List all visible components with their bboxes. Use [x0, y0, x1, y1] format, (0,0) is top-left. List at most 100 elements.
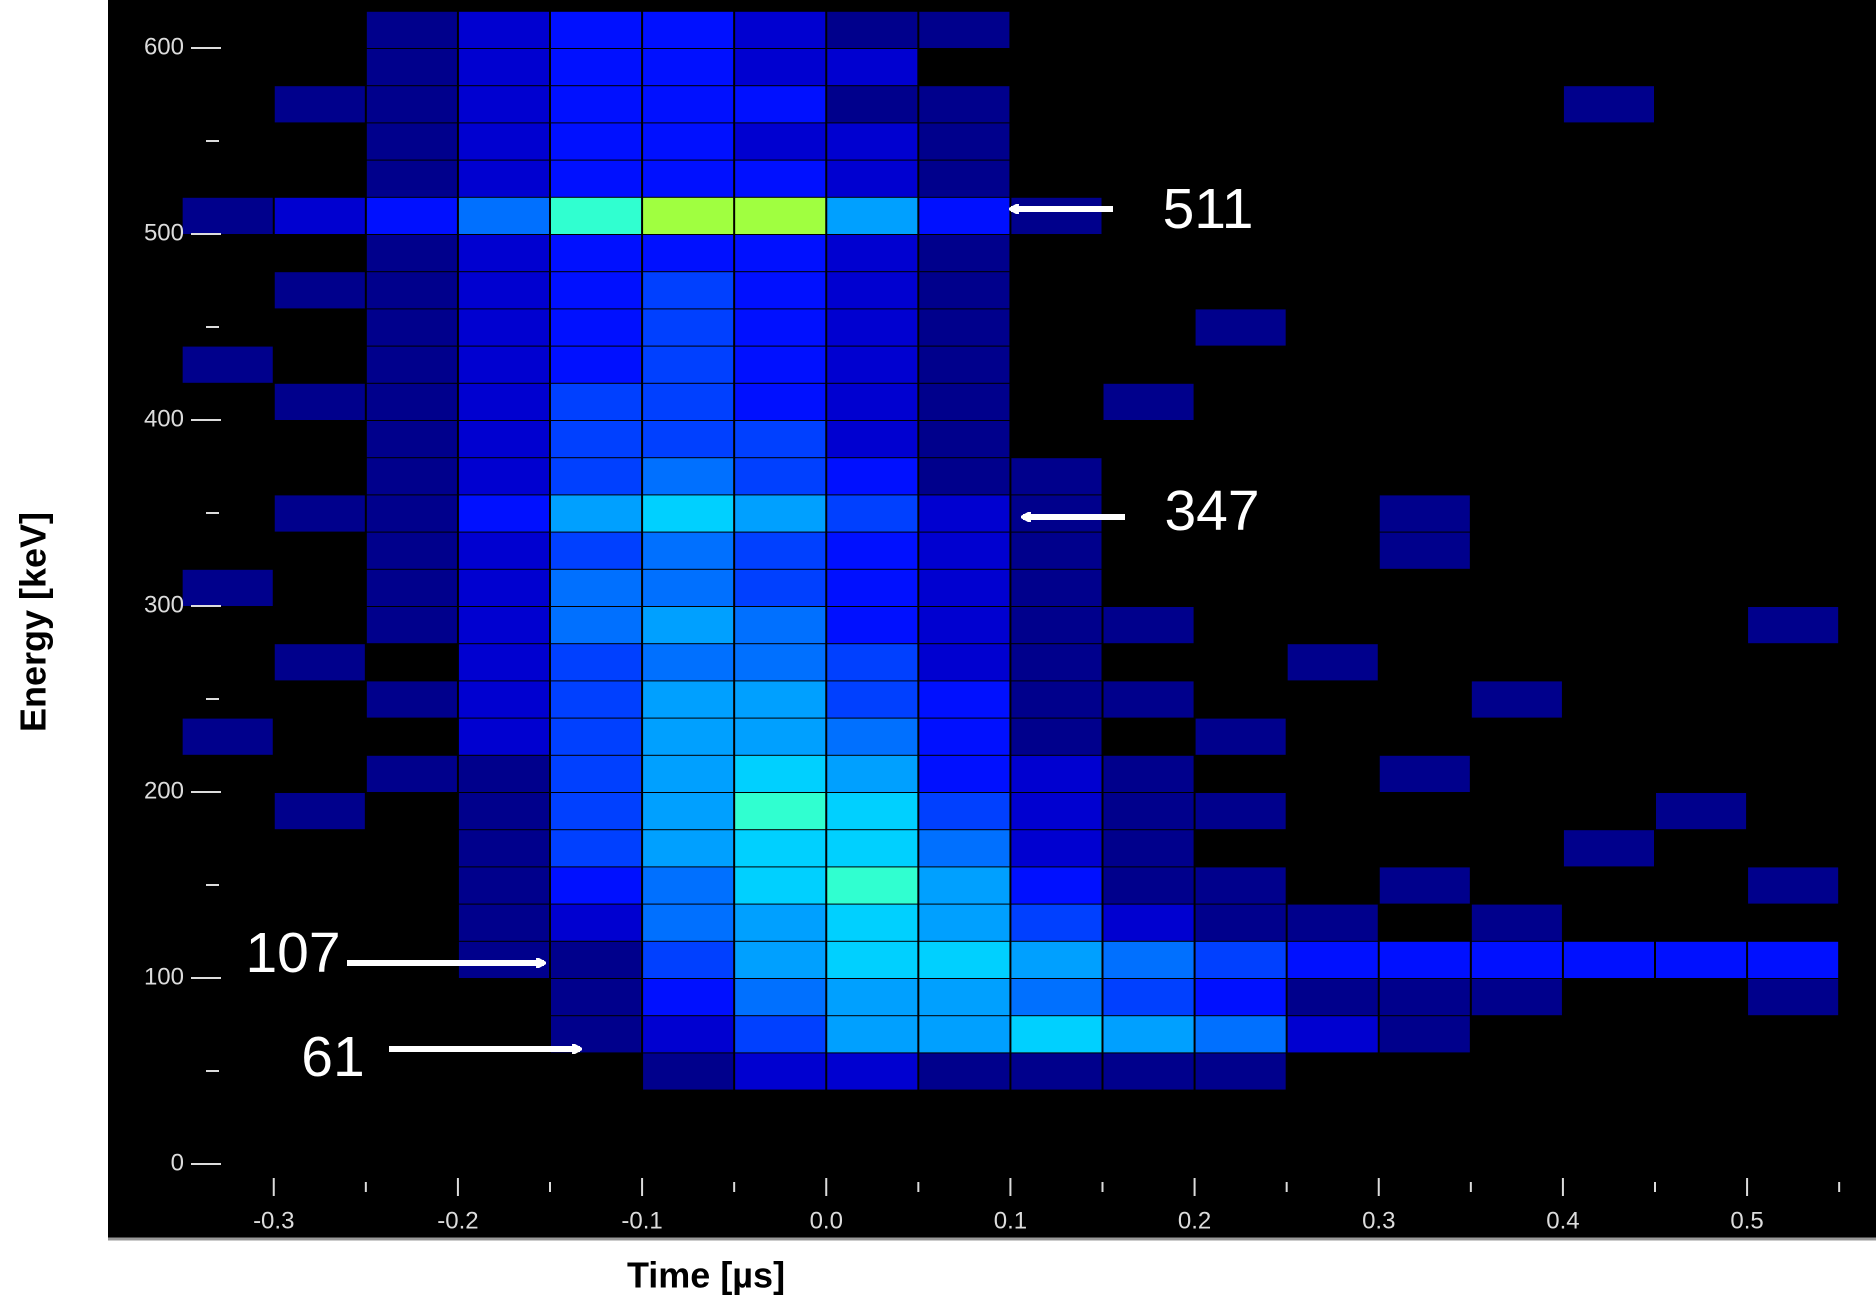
heat-cell [366, 123, 457, 160]
heat-cell [1379, 830, 1470, 867]
heat-cell [366, 1127, 457, 1164]
heat-cell [182, 941, 273, 978]
heat-cell [735, 830, 826, 867]
heat-cell [1379, 160, 1470, 197]
heat-cell [274, 830, 365, 867]
heat-cell [643, 1053, 734, 1090]
heat-cell [1656, 123, 1747, 160]
heat-cell [274, 979, 365, 1016]
heat-cell [182, 830, 273, 867]
heat-cell [458, 235, 549, 272]
heat-cell [1379, 867, 1470, 904]
heat-cell [366, 197, 457, 234]
heat-cell [1748, 49, 1839, 86]
heat-cell [1011, 309, 1102, 346]
heat-cell [458, 309, 549, 346]
heat-cell [643, 607, 734, 644]
heat-cell [366, 235, 457, 272]
heat-cell [1563, 11, 1654, 49]
heat-cell [1748, 607, 1839, 644]
heat-cell [366, 421, 457, 458]
heat-cell [1748, 346, 1839, 383]
heat-cell [1563, 123, 1654, 160]
heat-cell [1011, 941, 1102, 978]
heat-cell [1748, 904, 1839, 941]
heat-cell [827, 867, 918, 904]
heat-cell [1011, 1016, 1102, 1053]
heat-cell [551, 1053, 642, 1090]
x-tick-label: 0.3 [1362, 1207, 1395, 1234]
heat-cell [735, 346, 826, 383]
heat-cell [1287, 979, 1378, 1016]
heat-cell [919, 86, 1010, 123]
heat-cell [1379, 421, 1470, 458]
heat-cell [1379, 235, 1470, 272]
heat-cell [1748, 495, 1839, 532]
heat-cell [458, 1127, 549, 1164]
heat-cell [551, 793, 642, 830]
heat-cell [1471, 1127, 1562, 1164]
heat-cell [1748, 569, 1839, 606]
x-tick-label: 0.0 [810, 1207, 843, 1234]
heat-cell [1195, 793, 1286, 830]
heat-cell [1011, 830, 1102, 867]
x-tick-label: 0.5 [1730, 1207, 1763, 1234]
heat-cell [919, 346, 1010, 383]
heat-cell [1563, 793, 1654, 830]
heat-cell [1103, 1127, 1194, 1164]
heat-cell [182, 197, 273, 234]
heat-cell [735, 941, 826, 978]
heat-cell [827, 495, 918, 532]
x-tick-label: 0.4 [1546, 1207, 1579, 1234]
heat-cell [1656, 941, 1747, 978]
heat-cell [1103, 458, 1194, 495]
heat-cell [735, 681, 826, 718]
heat-cell [1471, 569, 1562, 606]
heat-cell [1748, 11, 1839, 49]
heat-cell [643, 867, 734, 904]
heat-cell [1287, 904, 1378, 941]
heat-cell [274, 421, 365, 458]
heat-cell [458, 421, 549, 458]
heat-cell [1011, 235, 1102, 272]
heat-cell [1471, 718, 1562, 755]
heat-cell [1563, 1016, 1654, 1053]
heat-cell [274, 495, 365, 532]
heat-cell [1103, 272, 1194, 309]
heat-cell [1011, 495, 1102, 532]
heat-cell [919, 1053, 1010, 1090]
heat-cell [643, 11, 734, 49]
heat-cell [182, 383, 273, 420]
y-tick-label: 600 [144, 33, 184, 60]
heat-cell [458, 197, 549, 234]
heat-cell [827, 1127, 918, 1164]
heat-cell [1656, 532, 1747, 569]
heat-cell [1656, 718, 1747, 755]
heat-cell [1287, 11, 1378, 49]
heat-cell [182, 979, 273, 1016]
heat-cell [919, 1127, 1010, 1164]
heat-cell [182, 569, 273, 606]
heat-cell [1379, 569, 1470, 606]
heat-cell [1563, 681, 1654, 718]
heat-cell [643, 755, 734, 792]
heat-cell [643, 1016, 734, 1053]
heat-cell [274, 904, 365, 941]
heat-cell [919, 272, 1010, 309]
heat-cell [735, 495, 826, 532]
heat-cell [366, 383, 457, 420]
heat-cell [827, 644, 918, 681]
heat-cell [1103, 569, 1194, 606]
heat-cell [274, 793, 365, 830]
heat-cell [827, 421, 918, 458]
heat-cell [1011, 458, 1102, 495]
heat-cell [1379, 309, 1470, 346]
heat-cell [366, 904, 457, 941]
heat-cell [458, 86, 549, 123]
heat-cell [919, 755, 1010, 792]
heat-cell [1379, 1016, 1470, 1053]
heat-cell [366, 272, 457, 309]
heat-cell [1195, 123, 1286, 160]
annotation: 511 [1163, 177, 1254, 241]
heat-cell [1011, 123, 1102, 160]
